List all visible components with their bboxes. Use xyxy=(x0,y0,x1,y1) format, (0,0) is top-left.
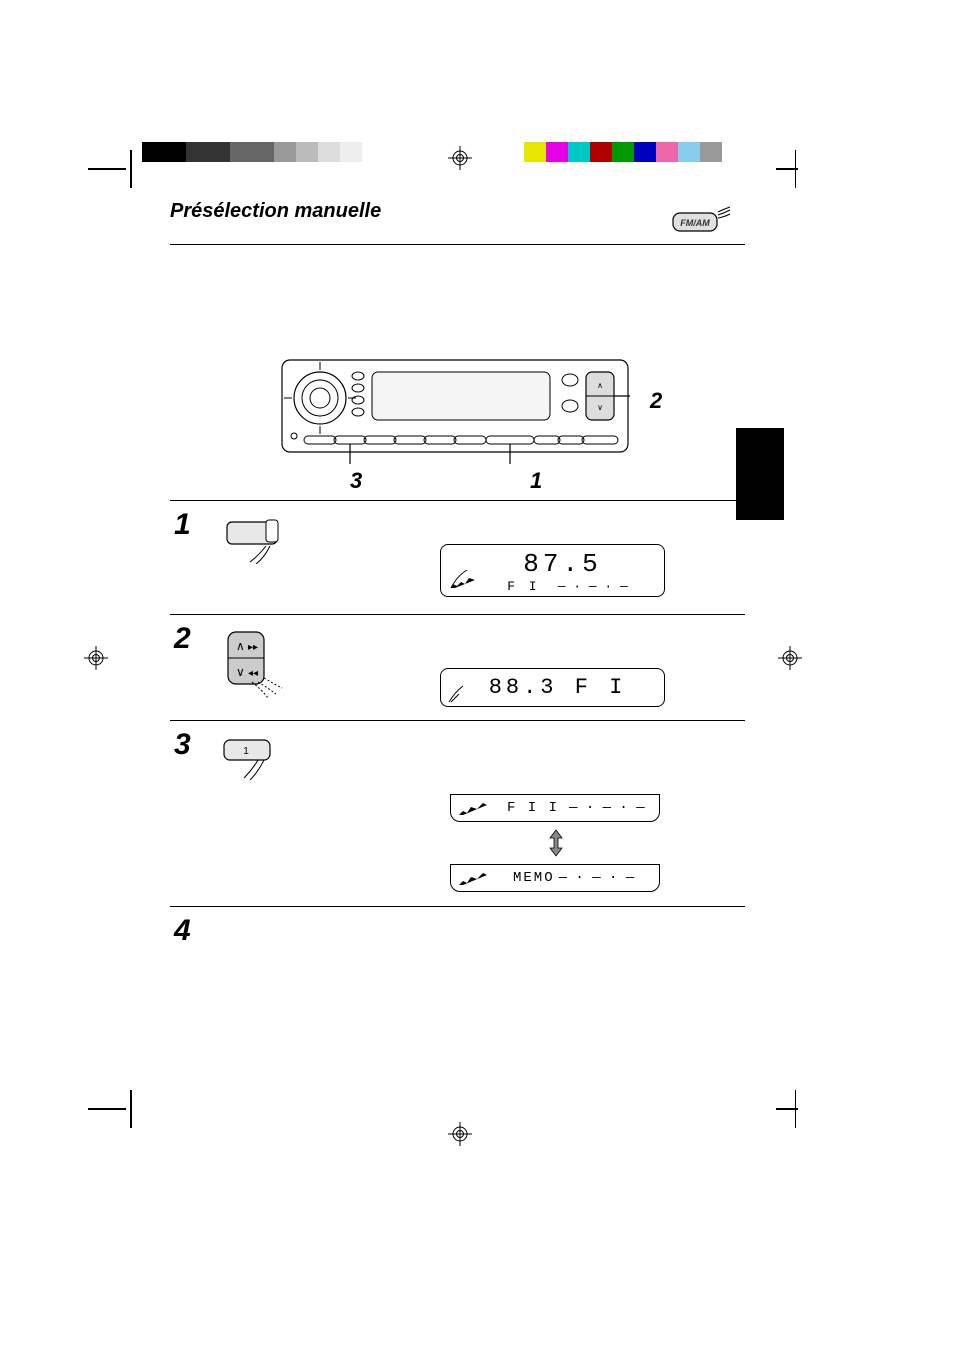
step-3-lcd-b: MEMO — · — · — xyxy=(450,864,660,892)
step-1-lcd: 87.5 F I— · — · — xyxy=(440,544,665,597)
step-1-num: 1 xyxy=(174,508,191,542)
signal-icon xyxy=(447,562,487,592)
registration-mark-bottom xyxy=(448,1122,472,1146)
svg-text:∨: ∨ xyxy=(236,665,245,679)
step-1-icon xyxy=(222,516,292,569)
arrow-updown-icon xyxy=(546,828,566,863)
step-4-num: 4 xyxy=(174,914,191,948)
crop-mark xyxy=(88,168,126,170)
callout-1: 1 xyxy=(530,468,542,494)
svg-text:▸▸: ▸▸ xyxy=(248,642,258,653)
svg-text:∧: ∧ xyxy=(236,639,245,653)
callout-2: 2 xyxy=(650,388,662,414)
svg-text:∧: ∧ xyxy=(597,381,603,390)
black-tab xyxy=(736,428,784,520)
signal-icon xyxy=(457,799,493,817)
step-1-lcd-main: 87.5 xyxy=(471,549,654,579)
step-1-lcd-sub: F I xyxy=(507,579,539,594)
step-3-icon: 1 xyxy=(222,736,282,785)
signal-icon xyxy=(457,869,493,887)
sep-top xyxy=(170,500,745,501)
step-2-num: 2 xyxy=(174,622,191,656)
sep-1-2 xyxy=(170,614,745,615)
crop-mark xyxy=(795,1090,797,1128)
sep-2-3 xyxy=(170,720,745,721)
step-2-lcd: 88.3 F I xyxy=(440,668,665,707)
registration-mark-top xyxy=(448,146,472,170)
step-2-lcd-text: 88.3 F I xyxy=(461,675,654,700)
step-3-lcd-a: F I I — · — · — xyxy=(450,794,660,822)
callout-3: 3 xyxy=(350,468,362,494)
signal-icon xyxy=(447,682,477,704)
svg-text:1: 1 xyxy=(243,746,249,757)
step-2-icon: ∧ ▸▸ ∨ ◂◂ xyxy=(222,628,292,713)
sep-3-4 xyxy=(170,906,745,907)
registration-mark-left xyxy=(84,646,108,670)
title-underline xyxy=(170,244,745,245)
crop-mark xyxy=(88,1108,126,1110)
step-3-num: 3 xyxy=(174,728,191,762)
crop-mark xyxy=(130,1090,132,1128)
grayscale-bar xyxy=(142,142,384,162)
svg-text:∨: ∨ xyxy=(597,403,603,412)
step-3-lcd-b-text: MEMO xyxy=(513,870,555,886)
crop-mark xyxy=(130,150,132,188)
registration-mark-right xyxy=(778,646,802,670)
crop-mark xyxy=(795,150,797,188)
radio-diagram: ∧ ∨ xyxy=(280,358,630,473)
color-bar xyxy=(524,142,722,162)
step-3-lcd-a-text: F I I xyxy=(507,800,559,816)
page-title: Présélection manuelle xyxy=(170,200,745,223)
svg-text:◂◂: ◂◂ xyxy=(248,668,258,679)
